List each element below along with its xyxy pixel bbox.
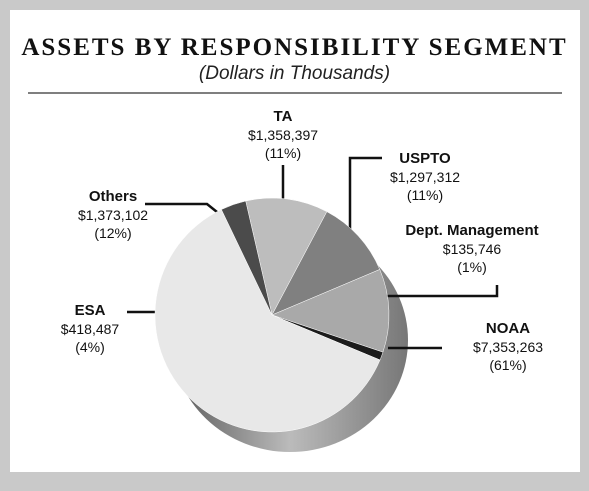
label-percent: (12%) [94, 225, 132, 241]
data-label: Others $1,373,102 (12%) [78, 188, 148, 242]
label-percent: (61%) [489, 357, 527, 373]
label-percent: (1%) [457, 259, 487, 275]
pie-slice [271, 269, 390, 353]
label-value: $1,358,397 [247, 127, 319, 143]
label-percent: (4%) [75, 339, 105, 355]
label-name: NOAA [485, 320, 531, 337]
chart-title: ASSETS BY RESPONSIBILITY SEGMENT [21, 34, 568, 61]
label-percent: (11%) [264, 145, 302, 161]
data-label: ESA $418,487 (4%) [61, 302, 119, 356]
data-label: NOAA $7,353,263 (61%) [453, 320, 563, 374]
label-name: TA [273, 108, 293, 125]
data-label: USPTO $1,297,312 (11%) [390, 150, 460, 204]
label-name: Others [88, 188, 138, 205]
label-value: $1,297,312 [389, 169, 461, 185]
label-value: $418,487 [60, 321, 120, 337]
data-label: Dept. Management $135,746 (1%) [405, 222, 538, 276]
pie-slice [154, 209, 381, 433]
chart-subtitle: (Dollars in Thousands) [198, 63, 391, 84]
label-percent: (11%) [406, 187, 444, 203]
label-name: ESA [74, 302, 106, 319]
label-value: $7,353,263 [472, 339, 544, 355]
pie-slice [271, 211, 381, 316]
pie-slice [245, 197, 328, 316]
label-value: $135,746 [442, 241, 502, 257]
label-name: USPTO [399, 150, 451, 167]
data-label: TA $1,358,397 (11%) [248, 108, 318, 162]
label-name: Dept. Management [405, 222, 539, 239]
label-value: $1,373,102 [77, 207, 149, 223]
pie-slice [221, 200, 273, 316]
